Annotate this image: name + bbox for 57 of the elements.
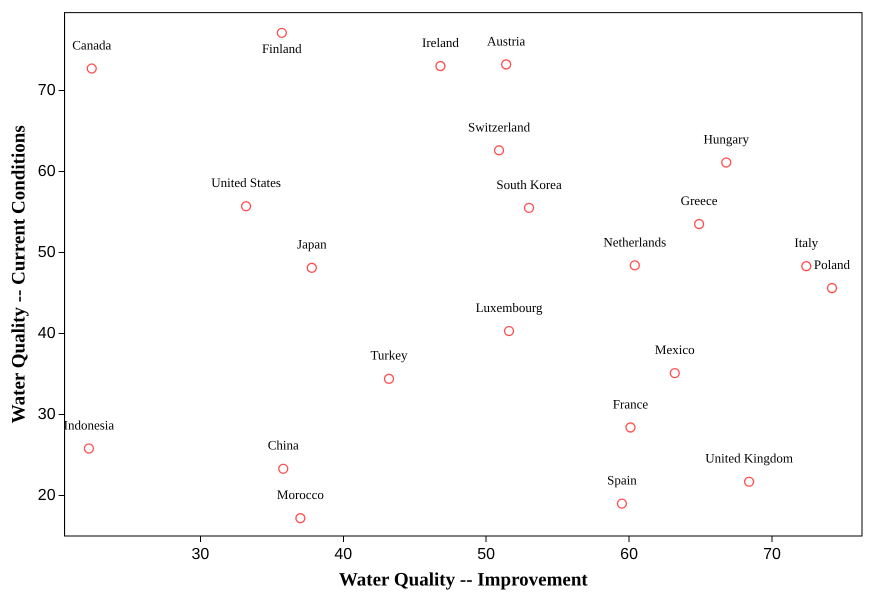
y-tick-label: 40 <box>38 324 56 342</box>
annotation: Indonesia <box>64 417 114 432</box>
annotation: Switzerland <box>468 119 531 134</box>
annotation: Canada <box>72 37 112 52</box>
point <box>826 282 838 294</box>
annotation: Hungary <box>703 131 750 146</box>
annotation: Luxembourg <box>476 300 543 315</box>
annotation: Morocco <box>276 487 324 502</box>
annotation: Turkey <box>370 348 408 363</box>
annotation: South Korea <box>496 176 562 192</box>
point <box>84 443 94 454</box>
annotation: Greece <box>680 192 718 208</box>
point <box>278 464 288 474</box>
annotation: Finland <box>262 40 302 56</box>
x-tick-label: 50 <box>477 546 496 564</box>
x-tick-label: 40 <box>334 546 352 564</box>
y-tick-label: 50 <box>38 244 56 261</box>
annotation: United States <box>211 175 281 190</box>
y-tick-label: 30 <box>38 406 56 423</box>
annotation: Japan <box>297 236 328 252</box>
annotation: Mexico <box>654 342 695 358</box>
annotation: United Kingdom <box>705 450 793 466</box>
point <box>721 157 732 168</box>
point <box>625 422 636 433</box>
y-tick-label: 20 <box>38 486 56 504</box>
annotation: France <box>612 396 648 412</box>
point <box>295 513 306 524</box>
point <box>501 59 512 70</box>
y-tick-label: 70 <box>38 82 56 99</box>
point <box>670 368 680 378</box>
point <box>694 218 704 230</box>
annotation: Spain <box>607 472 638 488</box>
annotation: Poland <box>814 256 851 272</box>
point <box>240 201 252 212</box>
y-tick-label: 60 <box>38 162 56 180</box>
y-axis-title: Water Quality -- Current Conditions <box>8 125 30 424</box>
annotation: Ireland <box>422 34 460 50</box>
annotation: Italy <box>794 235 819 250</box>
point <box>306 262 317 273</box>
x-tick-label: 70 <box>763 546 781 564</box>
point <box>276 28 287 38</box>
point <box>744 476 754 487</box>
point <box>384 374 394 384</box>
point <box>630 260 640 271</box>
point <box>801 261 812 272</box>
x-tick-label: 30 <box>191 546 210 564</box>
point <box>504 326 514 336</box>
point <box>494 145 504 156</box>
point <box>524 202 534 214</box>
x-tick-label: 60 <box>620 546 638 564</box>
annotation: Austria <box>487 33 526 48</box>
annotation: Netherlands <box>603 234 666 250</box>
annotation: China <box>268 438 299 453</box>
point <box>616 498 628 509</box>
point <box>435 60 446 72</box>
point <box>86 63 97 74</box>
x-axis-title: Water Quality -- Improvement <box>338 570 588 591</box>
